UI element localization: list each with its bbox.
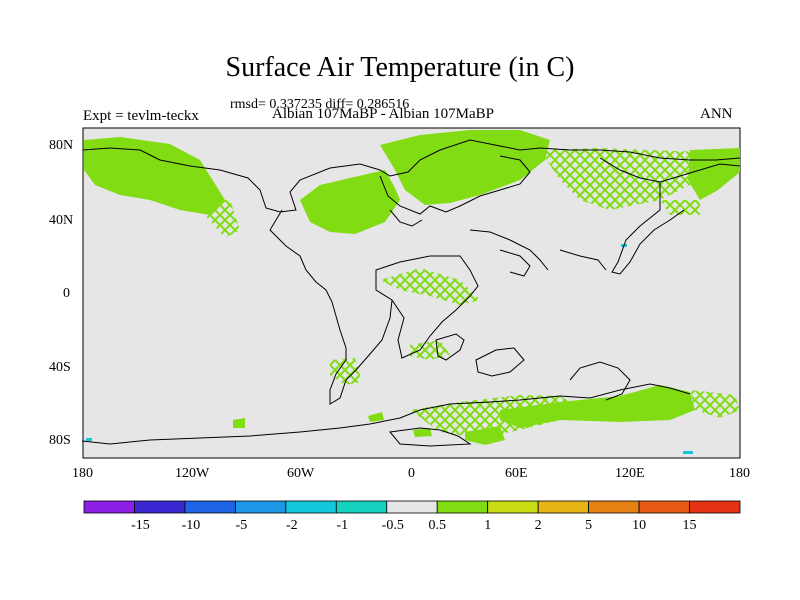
- colorbar-swatch: [689, 500, 741, 514]
- lat-label-80s: 80S: [49, 433, 71, 448]
- map-subtitle: rmsd= 0.337235 diff= 0.286516: [230, 97, 410, 112]
- colorbar-swatch: [588, 500, 640, 514]
- colorbar-label: 5: [585, 518, 593, 533]
- colorbar-swatch: [285, 500, 337, 514]
- colorbar-swatch: [487, 500, 539, 514]
- lat-label-40n: 40N: [49, 213, 74, 228]
- colorbar-label: -10: [181, 518, 201, 533]
- colorbar-swatch: [234, 500, 287, 514]
- colorbar-label: 2: [534, 518, 542, 533]
- lat-label-40s: 40S: [49, 360, 71, 375]
- colorbar-label: -1: [336, 518, 349, 533]
- season-label: ANN: [700, 106, 733, 122]
- colorbar-swatch: [83, 500, 135, 514]
- colorbar-swatch: [335, 500, 388, 514]
- lon-label-60w: 60W: [287, 466, 315, 481]
- colorbar-label: -0.5: [381, 518, 404, 533]
- colorbar-swatch: [537, 500, 590, 514]
- lon-label-120e: 120E: [615, 466, 645, 481]
- coastlines: [81, 139, 741, 447]
- colorbar-label: -2: [286, 518, 298, 533]
- colorbar-swatch: [134, 500, 186, 514]
- lon-label-60e: 60E: [505, 466, 528, 481]
- colorbar-swatch: [638, 500, 690, 514]
- colorbar: [83, 500, 741, 514]
- colorbar-swatch: [184, 500, 236, 514]
- period-label: Albian 107MaBP - Albian 107MaBP: [272, 106, 494, 122]
- lat-label-80n: 80N: [49, 138, 74, 153]
- colorbar-label: -5: [235, 518, 248, 533]
- colorbar-swatch: [386, 500, 438, 514]
- lon-label-180e: 180: [729, 466, 750, 481]
- lon-label-0: 0: [408, 466, 415, 481]
- colorbar-label: 10: [632, 518, 647, 533]
- colorbar-label: 0.5: [428, 518, 446, 533]
- experiment-label: Expt = tevlm-teckx: [83, 108, 199, 124]
- warm-anomaly-regions: [84, 130, 740, 445]
- map-title: Surface Air Temperature (in C): [225, 52, 575, 83]
- lat-label-eq: 0: [63, 286, 70, 301]
- colorbar-label: 15: [682, 518, 697, 533]
- colorbar-swatch: [436, 500, 489, 514]
- lon-label-120w: 120W: [175, 466, 210, 481]
- colorbar-label: -15: [131, 518, 150, 533]
- lon-label-180w: 180: [72, 466, 93, 481]
- colorbar-label: 1: [484, 518, 492, 533]
